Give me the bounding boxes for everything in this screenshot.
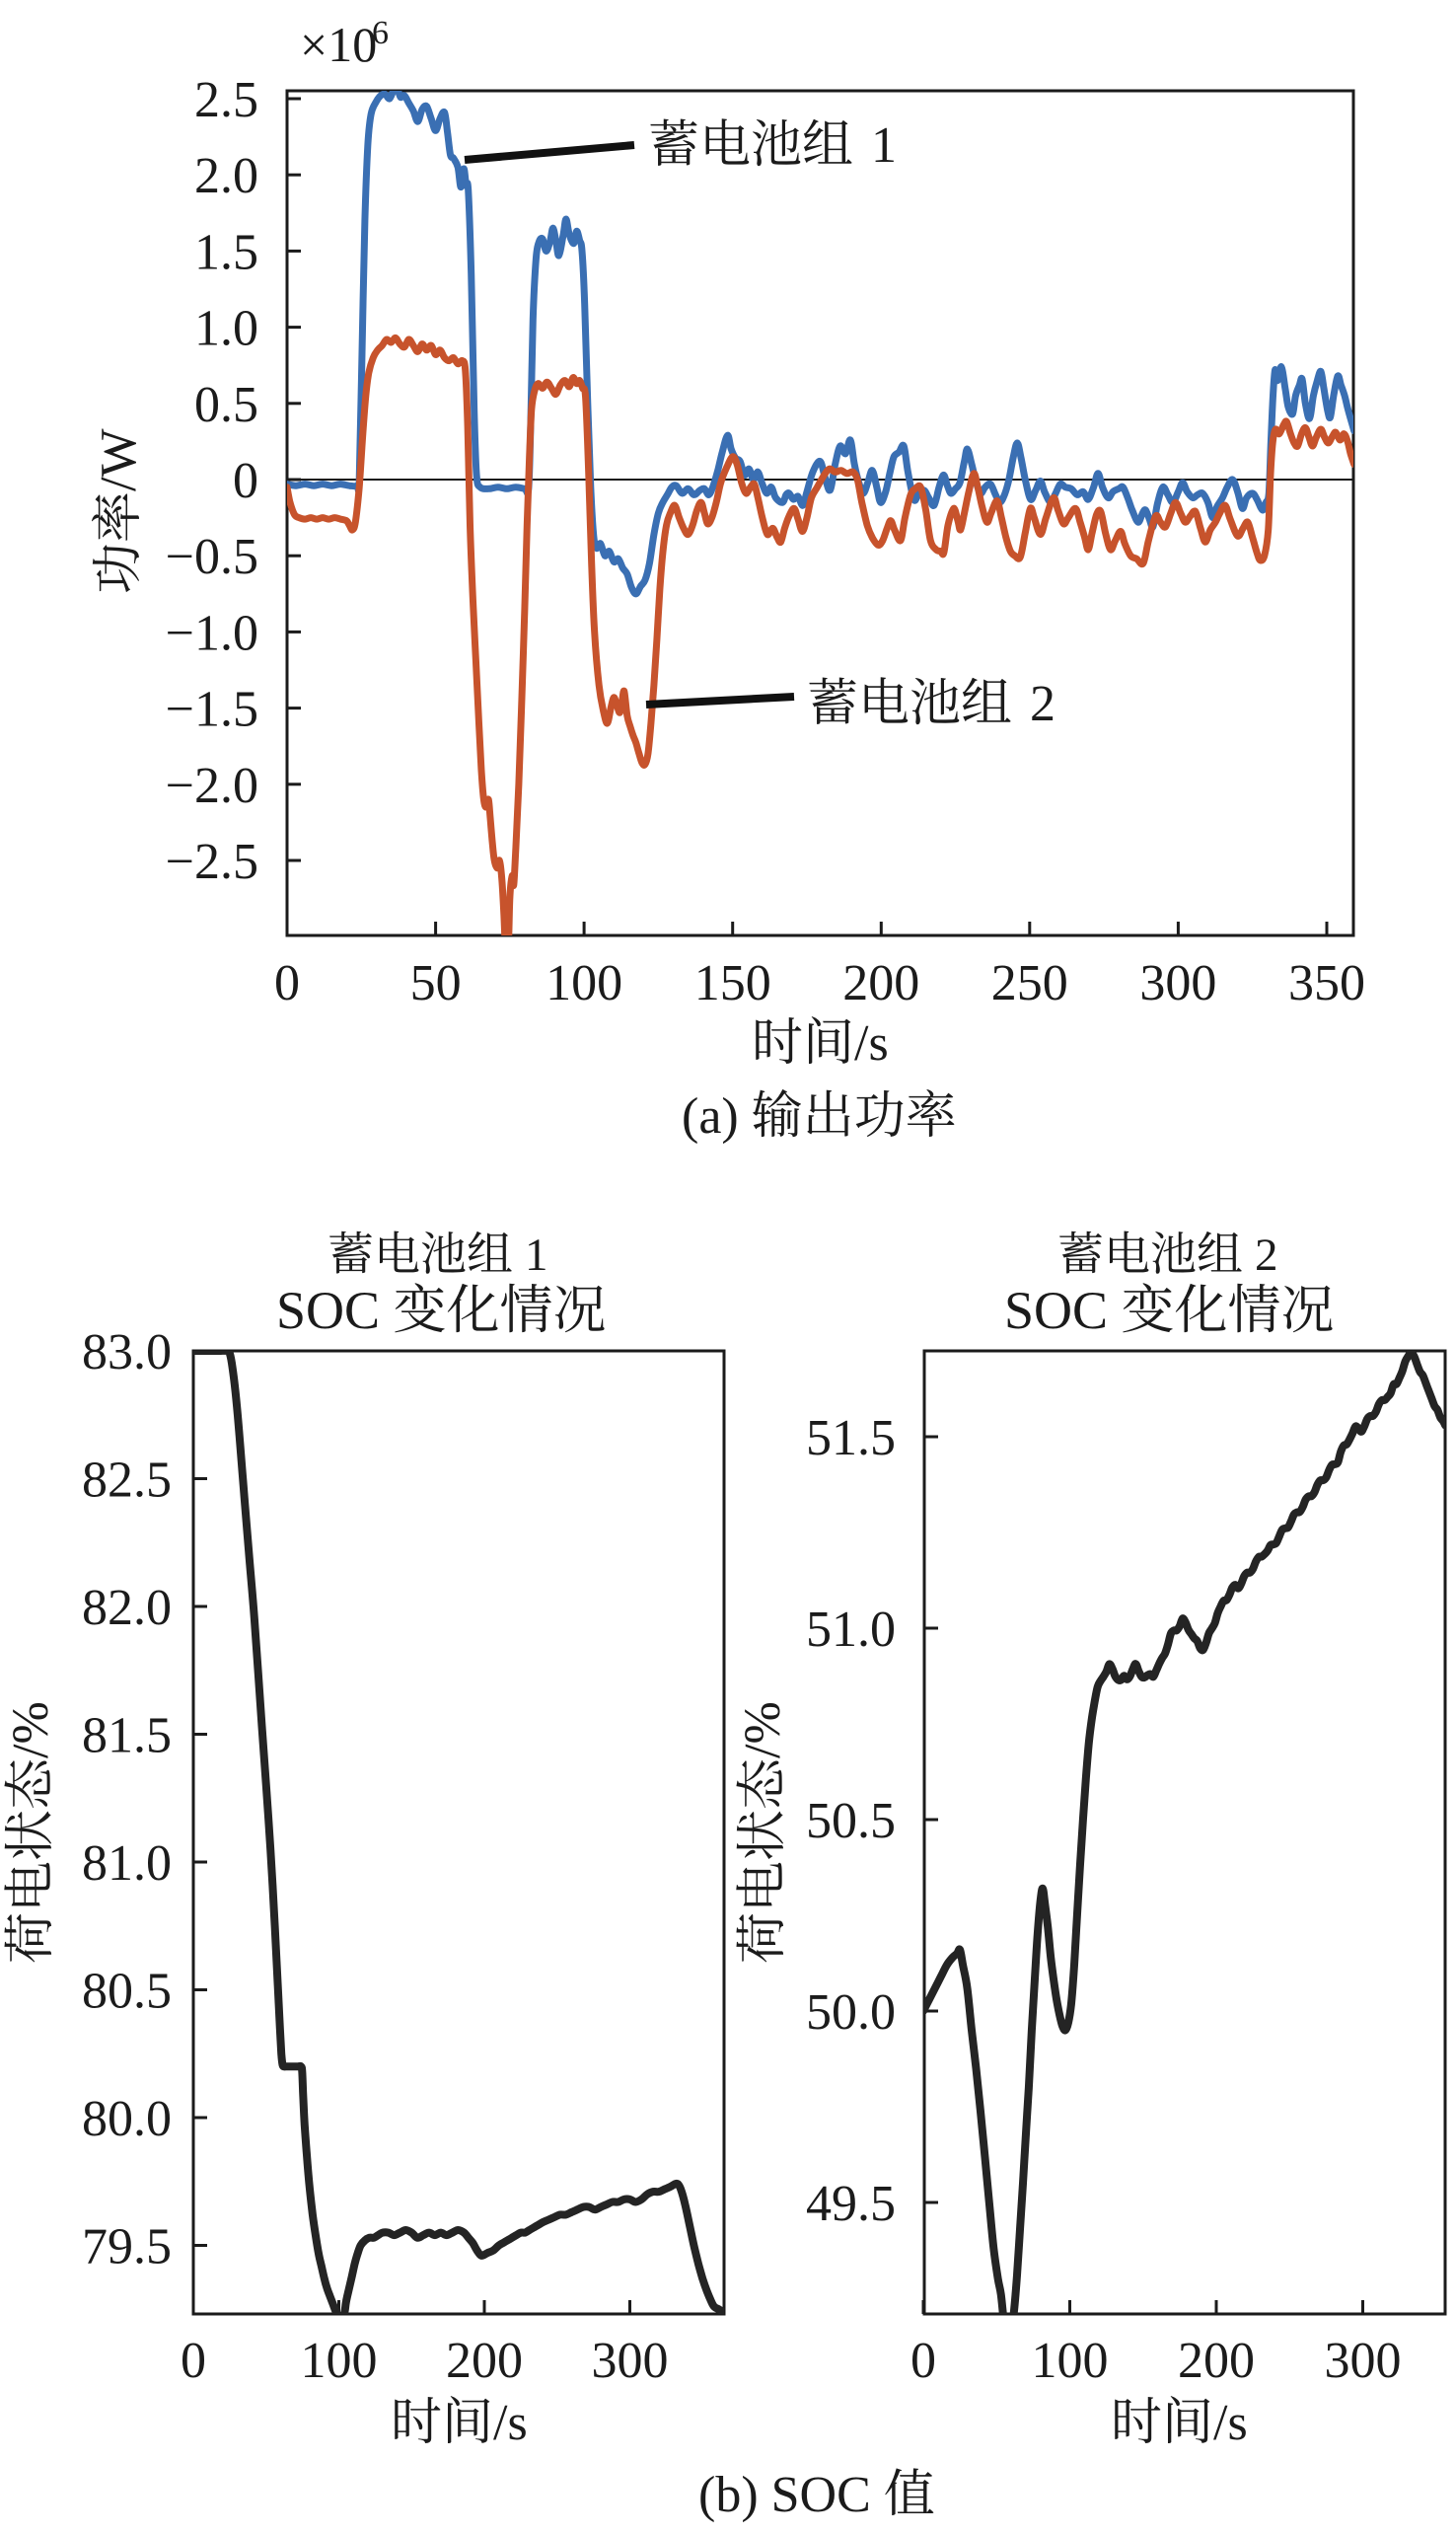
- svg-text:50: 50: [410, 955, 462, 1011]
- svg-text:SOC: SOC: [1004, 1281, 1108, 1340]
- svg-text:83.0: 83.0: [82, 1324, 172, 1380]
- svg-text:0: 0: [274, 955, 300, 1011]
- svg-text:(b) SOC: (b) SOC: [698, 2467, 871, 2523]
- svg-text:−0.5: −0.5: [166, 529, 258, 585]
- svg-text:2: 2: [1255, 1230, 1278, 1281]
- svg-text:6: 6: [372, 15, 389, 51]
- svg-text:200: 200: [842, 955, 919, 1011]
- svg-text:/s: /s: [493, 2395, 528, 2451]
- svg-text:/s: /s: [854, 1015, 889, 1072]
- svg-text:80.5: 80.5: [82, 1964, 172, 2020]
- svg-text:350: 350: [1288, 955, 1365, 1011]
- svg-text:79.5: 79.5: [82, 2219, 172, 2275]
- svg-text:−1.5: −1.5: [166, 682, 258, 738]
- svg-text:150: 150: [694, 955, 771, 1011]
- svg-text:0: 0: [181, 2333, 206, 2389]
- svg-text:−1.0: −1.0: [166, 605, 258, 661]
- svg-text:2.5: 2.5: [194, 72, 258, 128]
- svg-text:50.5: 50.5: [806, 1793, 896, 1849]
- svg-text:81.5: 81.5: [82, 1708, 172, 1764]
- svg-text:/%: /%: [3, 1701, 59, 1758]
- svg-text:80.0: 80.0: [82, 2091, 172, 2147]
- svg-text:/%: /%: [735, 1701, 791, 1758]
- svg-text:300: 300: [1139, 955, 1216, 1011]
- svg-text:51.0: 51.0: [806, 1602, 896, 1658]
- svg-text:0.5: 0.5: [194, 377, 258, 433]
- svg-text:250: 250: [991, 955, 1068, 1011]
- svg-text:100: 100: [546, 955, 622, 1011]
- svg-text:/W: /W: [91, 428, 147, 491]
- svg-text:82.5: 82.5: [82, 1453, 172, 1509]
- svg-text:82.0: 82.0: [82, 1580, 172, 1636]
- svg-text:0: 0: [233, 453, 258, 509]
- svg-text:1: 1: [871, 117, 897, 174]
- svg-text:SOC: SOC: [276, 1281, 380, 1340]
- svg-text:1.0: 1.0: [194, 301, 258, 357]
- svg-text:−2.0: −2.0: [166, 758, 258, 814]
- svg-text:49.5: 49.5: [806, 2176, 896, 2232]
- svg-text:/s: /s: [1213, 2395, 1248, 2451]
- svg-text:−2.5: −2.5: [166, 834, 258, 890]
- svg-text:0: 0: [910, 2333, 936, 2389]
- svg-text:1: 1: [525, 1230, 548, 1281]
- svg-text:300: 300: [592, 2333, 669, 2389]
- svg-text:2: 2: [1030, 676, 1056, 732]
- svg-text:1.5: 1.5: [194, 224, 258, 280]
- svg-text:300: 300: [1325, 2333, 1402, 2389]
- svg-text:200: 200: [446, 2333, 523, 2389]
- svg-text:200: 200: [1178, 2333, 1255, 2389]
- svg-text:81.0: 81.0: [82, 1835, 172, 1892]
- svg-text:51.5: 51.5: [806, 1410, 896, 1466]
- svg-text:2.0: 2.0: [194, 148, 258, 204]
- svg-text:50.0: 50.0: [806, 1984, 896, 2041]
- svg-text:×10: ×10: [300, 17, 377, 72]
- svg-text:100: 100: [1032, 2333, 1109, 2389]
- svg-text:100: 100: [301, 2333, 378, 2389]
- svg-text:(a): (a): [682, 1088, 739, 1145]
